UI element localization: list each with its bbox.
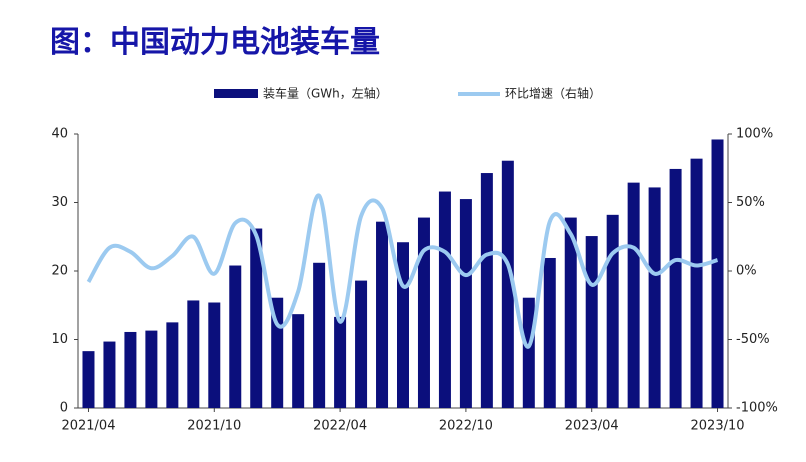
bar [376, 221, 389, 408]
bar [145, 330, 158, 408]
bar [690, 158, 703, 408]
bar [606, 214, 619, 408]
y2-tick-label: 100% [736, 127, 773, 142]
bar [292, 314, 305, 408]
x-tick-label: 2022/04 [313, 419, 367, 434]
x-tick-label: 2021/10 [187, 419, 241, 434]
y-tick-label: 0 [60, 401, 68, 416]
bar [627, 182, 640, 408]
bar [669, 168, 682, 408]
bar [564, 217, 577, 408]
bar [250, 228, 263, 408]
bar [124, 331, 137, 408]
bar [417, 217, 430, 408]
y-tick-label: 30 [51, 195, 68, 210]
bar [334, 316, 347, 408]
x-tick-label: 2021/04 [61, 419, 115, 434]
bar [313, 262, 326, 408]
y-tick-label: 40 [51, 127, 68, 142]
bar [480, 173, 493, 408]
bar [82, 351, 95, 408]
bar [208, 302, 221, 408]
bar [397, 242, 409, 408]
chart-title: 图：中国动力电池装车量 [50, 25, 380, 60]
x-tick-label: 2023/04 [565, 419, 619, 434]
bar [438, 191, 451, 408]
y-tick-label: 20 [51, 264, 68, 279]
legend-swatch-bar [214, 89, 258, 98]
legend-label: 环比增速（右轴） [505, 86, 601, 101]
y2-tick-label: 50% [736, 195, 765, 210]
bar [711, 139, 724, 409]
bar [355, 280, 368, 408]
bar [229, 265, 242, 408]
bar [166, 322, 179, 408]
y2-tick-label: -50% [736, 332, 770, 347]
bar [187, 300, 200, 408]
bar [648, 187, 661, 408]
legend-label: 装车量（GWh，左轴） [263, 86, 388, 101]
bar [522, 297, 535, 408]
y2-tick-label: -100% [736, 401, 778, 416]
bar [543, 257, 556, 408]
bar [103, 341, 116, 408]
bar [585, 236, 598, 408]
y-tick-label: 10 [51, 332, 68, 347]
y2-tick-label: 0% [736, 264, 757, 279]
x-tick-label: 2022/10 [439, 419, 493, 434]
x-tick-label: 2023/10 [691, 419, 745, 434]
bar [501, 160, 514, 408]
line [86, 193, 719, 349]
bar [459, 199, 472, 408]
